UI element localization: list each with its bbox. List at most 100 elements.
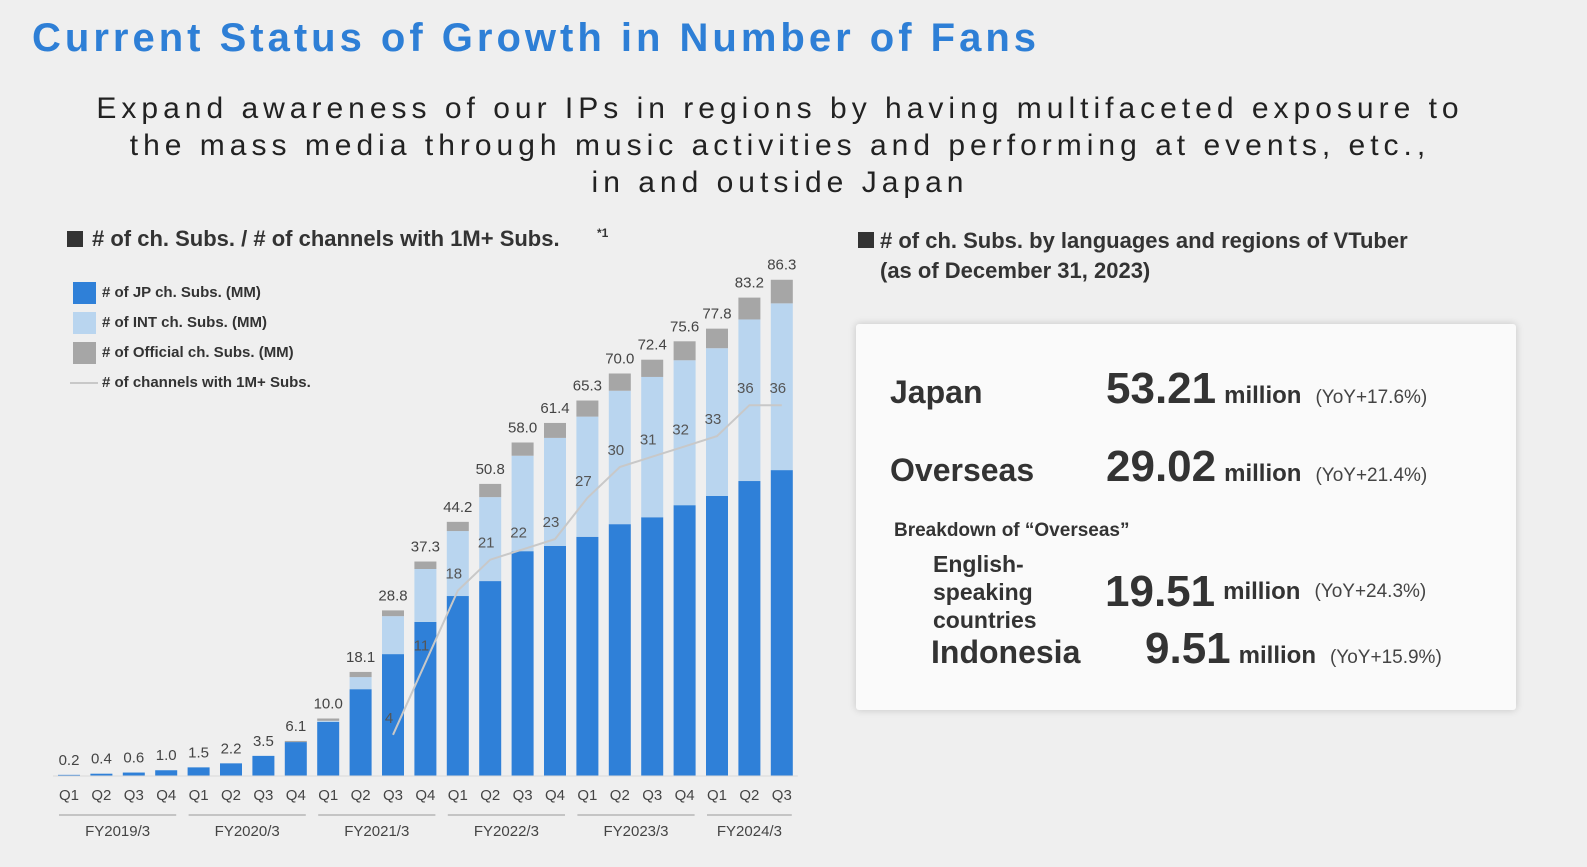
unit: million — [1224, 382, 1302, 409]
x-tick-label: Q2 — [91, 787, 111, 804]
total-label: 83.2 — [735, 275, 764, 292]
x-tick-label: Q2 — [221, 787, 241, 804]
total-label: 1.5 — [188, 744, 209, 761]
x-tick-label: Q3 — [124, 787, 144, 804]
yoy: (YoY+21.4%) — [1315, 465, 1428, 486]
group-label: FY2019/3 — [85, 823, 150, 840]
bar-segment — [576, 536, 599, 776]
total-label: 50.8 — [476, 461, 505, 478]
bar-segment — [641, 359, 664, 377]
panel-heading: # of ch. Subs. by languages and regions … — [858, 226, 1408, 286]
line-label: 22 — [510, 524, 527, 541]
panel-heading-line: (as of December 31, 2023) — [880, 258, 1151, 283]
region-value: 29.02 — [1106, 442, 1217, 491]
panel-heading-line: # of ch. Subs. by languages and regions … — [858, 226, 1408, 256]
x-tick-label: Q1 — [448, 787, 468, 804]
total-label: 2.2 — [221, 740, 242, 757]
chart: # of ch. Subs. / # of channels with 1M+ … — [53, 226, 798, 840]
legend-label: # of INT ch. Subs. (MM) — [102, 314, 267, 331]
line-label: 4 — [385, 710, 393, 727]
bar-segment — [576, 400, 599, 417]
legend-label: # of JP ch. Subs. (MM) — [102, 284, 261, 301]
x-tick-label: Q1 — [318, 787, 338, 804]
bar-segment — [382, 616, 404, 655]
bar-segment — [544, 437, 566, 546]
line-label: 27 — [575, 473, 592, 490]
bar-segment — [770, 303, 793, 471]
subtitle-line: Expand awareness of our IPs in regions b… — [96, 92, 1464, 125]
total-label: 10.0 — [314, 695, 343, 712]
legend-swatch — [73, 282, 96, 304]
bar-segment — [738, 481, 761, 776]
bar-segment — [414, 621, 437, 776]
line-label: 21 — [478, 535, 495, 552]
bar-segment — [382, 610, 404, 617]
bar-segment — [187, 767, 210, 776]
unit: million — [1238, 642, 1316, 669]
yoy: (YoY+17.6%) — [1315, 387, 1428, 408]
bar-segment — [317, 720, 340, 722]
bar-segment — [58, 774, 80, 776]
bar-segment — [220, 763, 242, 776]
region-value: 53.21 — [1106, 364, 1217, 413]
total-label: 3.5 — [253, 733, 274, 750]
bar-segment — [544, 422, 566, 438]
x-tick-label: Q3 — [513, 787, 533, 804]
region-label: English-speaking countries — [933, 550, 1105, 634]
bar-segment — [608, 373, 631, 391]
x-tick-label: Q4 — [156, 787, 176, 804]
region-row: Indonesia 9.51 million (YoY+15.9%) — [931, 624, 1442, 674]
region-label: Japan — [890, 374, 983, 410]
bar-segment — [706, 495, 728, 776]
total-label: 6.1 — [285, 718, 306, 735]
yoy: (YoY+15.9%) — [1329, 647, 1442, 668]
region-label: Overseas — [890, 452, 1035, 488]
breakdown-title: Breakdown of “Overseas” — [894, 520, 1130, 541]
subtitle-line: in and outside Japan — [591, 166, 969, 199]
total-label: 65.3 — [573, 377, 602, 394]
line-label: 23 — [543, 514, 560, 531]
panel-heading-text: # of ch. Subs. by languages and regions … — [880, 228, 1408, 253]
total-label: 75.6 — [670, 318, 699, 335]
bar-segment — [641, 517, 664, 776]
line-label: 36 — [769, 380, 786, 397]
region-label: Indonesia — [931, 634, 1081, 670]
line-label: 32 — [672, 421, 689, 438]
bar-segment — [641, 376, 664, 518]
bar-segment — [673, 360, 696, 506]
bar-segment — [608, 390, 631, 525]
bar-segment — [284, 740, 307, 743]
bar-segment — [317, 721, 340, 776]
total-label: 44.2 — [443, 499, 472, 516]
x-tick-label: Q4 — [286, 787, 306, 804]
x-tick-label: Q1 — [577, 787, 597, 804]
bar-segment — [414, 561, 437, 569]
x-tick-label: Q3 — [772, 787, 792, 804]
bar-segment — [673, 505, 696, 776]
total-label: 58.0 — [508, 419, 537, 436]
bar-segment — [349, 689, 372, 776]
bar-segment — [576, 416, 599, 537]
x-tick-label: Q3 — [642, 787, 662, 804]
subtitle-line: the mass media through music activities … — [129, 129, 1431, 162]
x-tick-label: Q3 — [253, 787, 273, 804]
total-label: 28.8 — [378, 587, 407, 604]
region-row: Overseas 29.02 million (YoY+21.4%) — [890, 442, 1427, 492]
line-label: 18 — [445, 566, 462, 583]
total-label: 77.8 — [702, 306, 731, 323]
line-label: 31 — [640, 432, 657, 449]
bar-segment — [349, 671, 372, 678]
bar-segment — [382, 654, 404, 776]
bar-segment — [770, 470, 793, 776]
bar-segment — [479, 497, 502, 582]
legend-swatch — [73, 342, 96, 364]
unit: million — [1224, 460, 1302, 487]
region-value: 19.51 — [1105, 567, 1216, 616]
total-label: 0.2 — [59, 752, 80, 769]
unit: million — [1223, 578, 1301, 605]
bar-segment — [511, 551, 534, 776]
bar-segment — [284, 742, 307, 776]
total-label: 0.4 — [91, 751, 112, 768]
bar-segment — [738, 319, 761, 482]
